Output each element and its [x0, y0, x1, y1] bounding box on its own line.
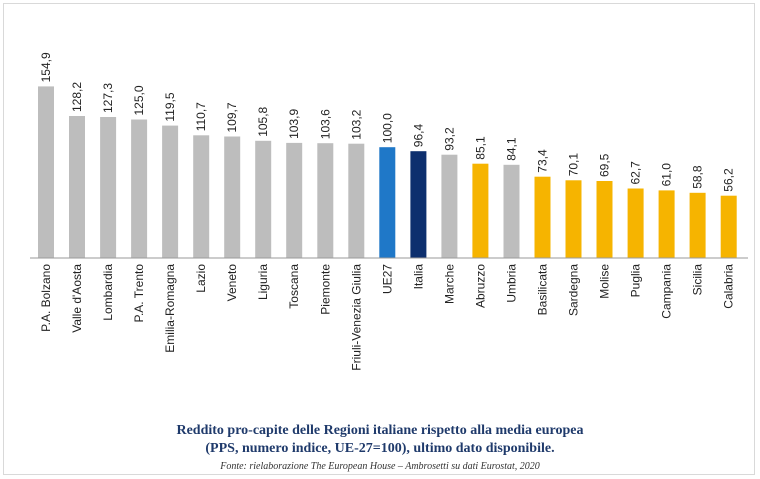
category-label-p-a-trento: P.A. Trento — [132, 264, 146, 323]
value-label-molise: 69,5 — [598, 153, 612, 177]
chart-subtitle: (PPS, numero indice, UE-27=100), ultimo … — [205, 441, 555, 456]
category-label-calabria: Calabria — [722, 264, 736, 309]
value-label-puglia: 62,7 — [629, 161, 643, 185]
category-label-molise: Molise — [598, 264, 612, 299]
bar-ue27 — [379, 147, 396, 258]
bar-lombardia — [100, 117, 117, 258]
value-label-valle-d-aosta: 128,2 — [70, 82, 84, 112]
value-label-emilia-romagna: 119,5 — [163, 92, 177, 121]
bar-toscana — [286, 142, 303, 258]
chart-title: Reddito pro-capite delle Regioni italian… — [176, 423, 584, 438]
bar-molise — [596, 181, 613, 258]
value-label-lombardia: 127,3 — [101, 83, 115, 113]
bar-sicilia — [689, 192, 706, 258]
bar-calabria — [720, 195, 737, 258]
bar-friuli-venezia-giulia — [348, 143, 365, 258]
bar-sardegna — [565, 180, 582, 258]
bar-umbria — [503, 164, 520, 258]
bar-marche — [441, 154, 458, 258]
category-label-basilicata: Basilicata — [536, 264, 550, 316]
bar-italia — [410, 151, 427, 258]
value-label-liguria: 105,8 — [256, 106, 270, 136]
value-label-toscana: 103,9 — [287, 109, 301, 139]
category-label-valle-d-aosta: Valle d'Aosta — [70, 264, 84, 333]
value-label-umbria: 84,1 — [505, 137, 519, 161]
value-label-friuli-venezia-giulia: 103,2 — [349, 109, 363, 139]
category-label-abruzzo: Abruzzo — [473, 264, 487, 308]
bar-basilicata — [534, 176, 551, 258]
value-label-p-a-bolzano: 154,9 — [39, 52, 53, 82]
value-label-p-a-trento: 125,0 — [132, 85, 146, 115]
bar-emilia-romagna — [162, 125, 179, 258]
bar-piemonte — [317, 143, 334, 258]
value-label-basilicata: 73,4 — [536, 149, 550, 173]
category-label-toscana: Toscana — [287, 264, 301, 309]
category-label-lazio: Lazio — [194, 264, 208, 293]
value-label-abruzzo: 85,1 — [473, 136, 487, 160]
category-label-umbria: Umbria — [505, 264, 519, 303]
category-label-piemonte: Piemonte — [318, 264, 332, 315]
bar-veneto — [224, 136, 241, 258]
category-label-veneto: Veneto — [225, 264, 239, 302]
chart-source: Fonte: rielaborazione The European House… — [220, 461, 540, 472]
value-label-piemonte: 103,6 — [318, 109, 332, 139]
value-label-calabria: 56,2 — [722, 168, 736, 192]
category-label-italia: Italia — [411, 264, 425, 290]
bar-p-a-trento — [131, 119, 148, 258]
category-label-lombardia: Lombardia — [101, 264, 115, 321]
value-label-ue27: 100,0 — [380, 113, 394, 143]
bar-p-a-bolzano — [38, 86, 54, 259]
category-label-friuli-venezia-giulia: Friuli-Venezia Giulia — [349, 264, 363, 371]
value-label-marche: 93,2 — [442, 127, 456, 151]
bar-puglia — [627, 188, 644, 258]
category-label-sicilia: Sicilia — [691, 264, 705, 296]
bar-abruzzo — [472, 163, 489, 258]
bar-lazio — [193, 135, 210, 258]
category-label-marche: Marche — [442, 264, 456, 304]
value-label-italia: 96,4 — [411, 124, 425, 148]
value-label-sardegna: 70,1 — [567, 153, 581, 177]
value-label-campania: 61,0 — [660, 163, 674, 187]
category-label-emilia-romagna: Emilia-Romagna — [163, 264, 177, 353]
category-label-p-a-bolzano: P.A. Bolzano — [39, 264, 53, 332]
category-label-ue27: UE27 — [380, 264, 394, 294]
value-label-lazio: 110,7 — [194, 102, 208, 131]
category-label-sardegna: Sardegna — [567, 264, 581, 316]
category-label-campania: Campania — [660, 264, 674, 319]
chart-caption: Reddito pro-capite delle Regioni italian… — [0, 422, 760, 458]
category-label-puglia: Puglia — [629, 264, 643, 298]
bar-campania — [658, 190, 675, 258]
value-label-sicilia: 58,8 — [691, 165, 705, 189]
value-label-veneto: 109,7 — [225, 102, 239, 132]
bar-valle-d-aosta — [69, 116, 85, 258]
category-label-liguria: Liguria — [256, 264, 270, 300]
bar-liguria — [255, 140, 272, 258]
